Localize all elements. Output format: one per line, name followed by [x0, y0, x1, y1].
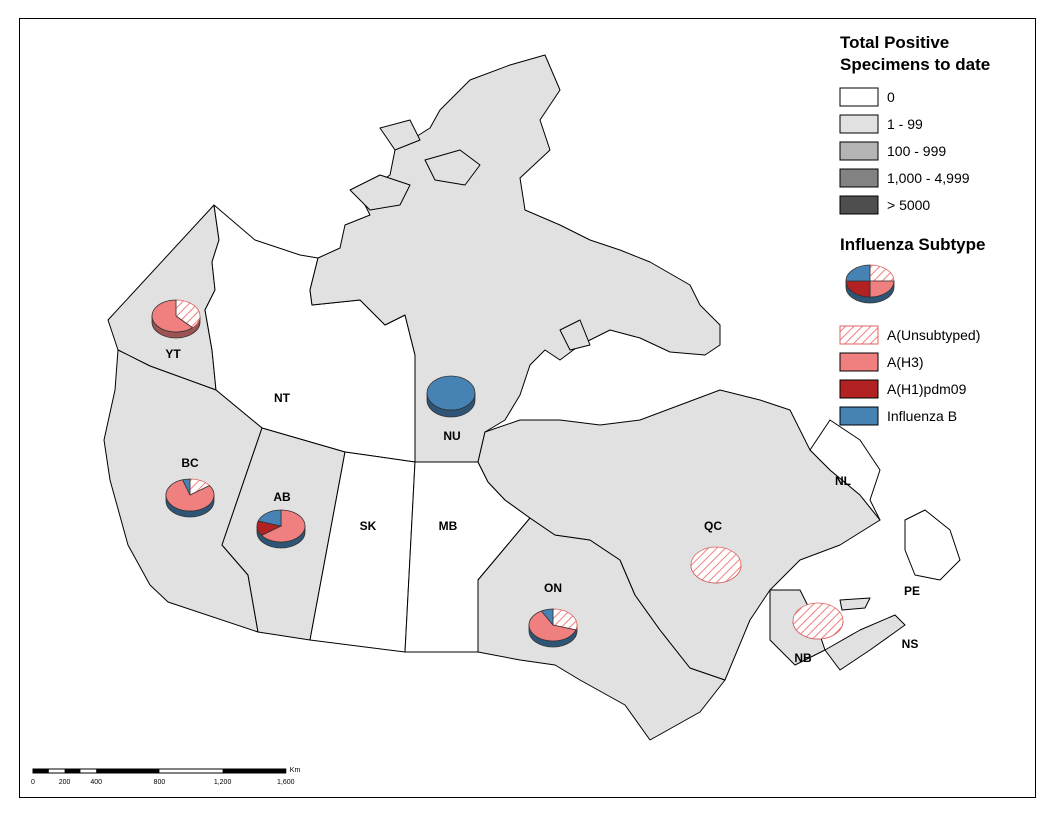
label-pe: PE [904, 584, 920, 598]
legend-subtype-label: A(H3) [887, 354, 924, 370]
legend-subtype-swatch [839, 406, 879, 426]
scale-tick-label: 1,600 [277, 779, 295, 786]
legend-count-title-line1: Total Positive [840, 33, 949, 52]
pie-slice [151, 299, 194, 333]
legend-count-swatch [839, 195, 879, 215]
legend-subtype-swatch [839, 379, 879, 399]
province-nova-scotia [824, 614, 906, 671]
pie-ab [256, 509, 306, 549]
scale-tick-label: 0 [31, 779, 35, 786]
legend-count-label: > 5000 [887, 197, 930, 213]
arctic-island [559, 319, 591, 351]
label-sk: SK [360, 519, 377, 533]
pie-slice [165, 479, 215, 512]
pie-slice [175, 299, 201, 329]
legend-count-label: 100 - 999 [887, 143, 946, 159]
legend-subtype-swatch [839, 352, 879, 372]
legend-sample-pie [845, 264, 895, 304]
arctic-island [349, 174, 411, 211]
scale-unit: Km [290, 767, 301, 774]
pie-slice [540, 608, 554, 627]
legend-subtype-label: Influenza B [887, 408, 957, 424]
legend-count-label: 0 [887, 89, 895, 105]
scale-bar: 0 200 400 800 1,200 1,600 Km [31, 767, 300, 786]
province-prince-edward-island [839, 597, 871, 611]
pie-yt [151, 299, 201, 339]
pie-slice [260, 509, 306, 543]
pie-bc [165, 478, 215, 518]
legend-count-title-line2: Specimens to date [840, 55, 990, 74]
label-nt: NT [274, 391, 291, 405]
scale-tick-label: 800 [154, 779, 166, 786]
pie-slice [845, 280, 871, 298]
label-yt: YT [165, 347, 181, 361]
pie-slice [182, 478, 191, 496]
legend-pie-graphic [845, 264, 895, 304]
pie-slice [426, 375, 476, 411]
legend-subtype-label: A(Unsubtyped) [887, 327, 980, 343]
province-newfoundland-labrador [809, 419, 881, 521]
scale-tick-label: 200 [59, 779, 71, 786]
label-bc: BC [181, 456, 199, 470]
arctic-island [379, 119, 421, 151]
scale-tick-label: 1,200 [214, 779, 232, 786]
label-nb: NB [794, 651, 812, 665]
arctic-island [424, 149, 481, 186]
legend: Total Positive Specimens to date 0 1 - 99… [839, 33, 990, 426]
label-on: ON [544, 581, 562, 595]
pie-nu [426, 375, 476, 418]
scale-tick-label: 400 [90, 779, 102, 786]
pie-on [528, 608, 578, 648]
pie-slice [257, 509, 282, 527]
province-quebec [477, 389, 881, 681]
legend-subtype-swatch [839, 325, 879, 345]
legend-count-swatch [839, 168, 879, 188]
pie-slice [690, 546, 742, 584]
label-ns: NS [902, 637, 919, 651]
pie-qc [690, 546, 742, 584]
pie-slice [552, 608, 578, 631]
legend-count-label: 1 - 99 [887, 116, 923, 132]
legend-subtype-title: Influenza Subtype [840, 235, 985, 254]
pie-slice [528, 610, 577, 642]
province-newfoundland-island [904, 509, 961, 581]
pie-slice [792, 602, 844, 640]
legend-count-swatch [839, 87, 879, 107]
legend-count-label: 1,000 - 4,999 [887, 170, 970, 186]
label-nu: NU [443, 429, 460, 443]
label-mb: MB [439, 519, 458, 533]
label-nl: NL [835, 474, 851, 488]
pie-slice [845, 264, 871, 282]
pie-slice [869, 280, 895, 298]
label-qc: QC [704, 519, 722, 533]
pie-slice [869, 264, 895, 282]
legend-count-swatch [839, 114, 879, 134]
legend-count-swatch [839, 141, 879, 161]
legend-subtype-label: A(H1)pdm09 [887, 381, 967, 397]
pie-nb [792, 602, 844, 640]
label-ab: AB [273, 490, 291, 504]
